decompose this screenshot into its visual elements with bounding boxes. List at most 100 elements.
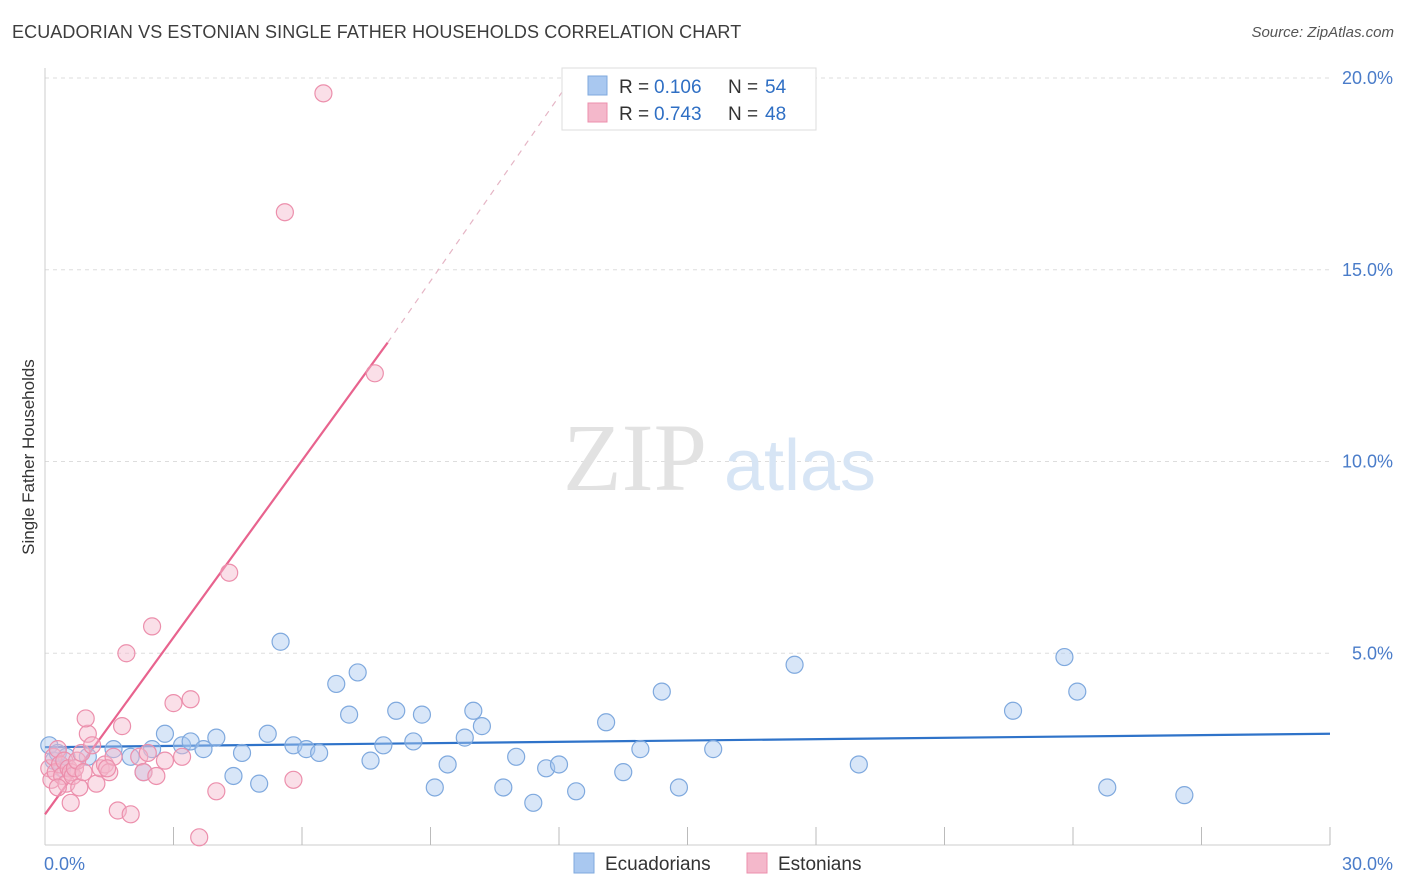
- ecuadorians-point: [310, 743, 329, 763]
- estonians-point: [207, 782, 226, 801]
- ecuadorians-point: [271, 632, 290, 651]
- estonians-point: [365, 364, 384, 383]
- legend-r-label: R =: [619, 104, 649, 125]
- ecuadorians-point: [507, 747, 526, 766]
- estonians-point: [164, 694, 183, 713]
- y-tick-label: 10.0%: [1342, 452, 1393, 472]
- watermark: ZIP atlas: [563, 404, 876, 511]
- series-legend-label-estonians: Estonians: [778, 854, 861, 875]
- ecuadorians-point: [250, 774, 269, 793]
- ecuadorians-point: [224, 766, 243, 786]
- legend-n-value: 48: [765, 104, 786, 125]
- ecuadorians-point: [348, 663, 367, 682]
- estonians-point: [48, 778, 67, 797]
- series-legend: Ecuadorians Estonians: [573, 852, 861, 875]
- estonians-point: [220, 563, 239, 582]
- estonians-point: [112, 717, 132, 736]
- ecuadorians-point: [785, 655, 804, 674]
- series-legend-swatch-ecuadorians: [573, 852, 595, 874]
- estonians-point: [98, 759, 117, 778]
- ecuadorians-point: [207, 728, 226, 747]
- ecuadorians-point: [631, 740, 650, 759]
- estonians-point: [70, 778, 89, 797]
- ecuadorians-point: [567, 782, 586, 801]
- estonians-point: [74, 763, 93, 782]
- trend-lines: [44, 77, 1331, 815]
- ecuadorians-point: [412, 705, 432, 724]
- ecuadorians-point: [1068, 682, 1087, 701]
- ecuadorians-point: [597, 713, 616, 732]
- estonians-point: [83, 736, 102, 755]
- estonians-point: [190, 828, 209, 847]
- legend-r-value: 0.106: [654, 77, 702, 98]
- ecuadorians-point: [704, 740, 723, 759]
- legend-swatch-ecuadorians: [587, 75, 608, 96]
- ecuadorians-point: [494, 778, 513, 797]
- estonians-point: [76, 709, 95, 728]
- estonians-trend-extension: [387, 77, 573, 343]
- legend-n-label: N =: [728, 77, 758, 98]
- ecuadorians-point: [232, 743, 252, 763]
- series-legend-label-ecuadorians: Ecuadorians: [605, 854, 711, 875]
- ecuadorians-point: [652, 682, 671, 701]
- ecuadorians-point: [1098, 778, 1117, 797]
- estonians-point: [147, 766, 166, 786]
- ecuadorians-point: [404, 732, 423, 751]
- y-axis-title: Single Father Households: [19, 359, 38, 555]
- estonians-point: [48, 740, 67, 759]
- ecuadorians-point: [258, 724, 277, 743]
- estonians-point: [155, 751, 175, 770]
- legend-r-label: R =: [619, 77, 649, 98]
- estonians-point: [78, 724, 97, 743]
- ecuadorians-point: [1175, 786, 1194, 805]
- series-legend-swatch-estonians: [746, 852, 768, 874]
- ecuadorians-point: [524, 793, 543, 812]
- y-tick-label: 15.0%: [1342, 260, 1393, 280]
- estonians-point: [284, 770, 303, 789]
- legend-n-label: N =: [728, 104, 758, 125]
- ecuadorians-point: [155, 724, 175, 743]
- ecuadorians-point: [425, 778, 444, 797]
- ecuadorians-point: [464, 701, 483, 720]
- ecuadorians-point: [327, 674, 346, 694]
- estonians-point: [142, 617, 162, 636]
- ecuadorians-point: [614, 763, 633, 782]
- data-points: [40, 84, 1194, 847]
- ecuadorians-point: [194, 740, 213, 759]
- y-tick-label: 5.0%: [1352, 643, 1393, 663]
- y-tick-label: 20.0%: [1342, 68, 1393, 88]
- estonians-point: [121, 805, 140, 824]
- ecuadorians-point: [1055, 647, 1074, 667]
- legend-r-value: 0.743: [654, 104, 702, 125]
- watermark-zip: ZIP: [563, 404, 707, 511]
- estonians-point: [61, 793, 80, 812]
- ecuadorians-point: [374, 736, 393, 755]
- estonians-point: [172, 747, 192, 766]
- watermark-atlas: atlas: [724, 426, 876, 506]
- source-label: Source: ZipAtlas.com: [1251, 24, 1394, 41]
- estonians-point: [117, 644, 136, 663]
- ecuadorians-point: [104, 740, 123, 759]
- x-tick-label-max: 30.0%: [1342, 854, 1393, 874]
- estonians-point: [138, 743, 157, 763]
- gridlines: 5.0% 10.0% 15.0% 20.0%: [45, 68, 1393, 663]
- ecuadorians-point: [340, 705, 359, 724]
- ecuadorians-point: [438, 755, 457, 774]
- ecuadorians-point: [1003, 701, 1023, 720]
- estonians-point: [181, 690, 200, 709]
- ecuadorians-point: [472, 717, 491, 736]
- ecuadorians-point: [361, 751, 380, 770]
- axes: Single Father Households 0.0% 30.0%: [19, 68, 1393, 874]
- ecuadorians-point: [387, 701, 406, 720]
- stats-legend: R = 0.106 N = 54 R = 0.743 N = 48: [561, 67, 817, 131]
- ecuadorians-point: [549, 755, 569, 774]
- estonians-point: [104, 747, 123, 766]
- x-tick-label-min: 0.0%: [44, 854, 85, 874]
- ecuadorians-point: [849, 755, 868, 774]
- estonians-trend-line: [44, 341, 389, 815]
- estonians-point: [275, 203, 294, 222]
- ecuadorians-point: [455, 728, 474, 747]
- legend-n-value: 54: [765, 77, 787, 98]
- ecuadorians-trend-line: [44, 732, 1331, 749]
